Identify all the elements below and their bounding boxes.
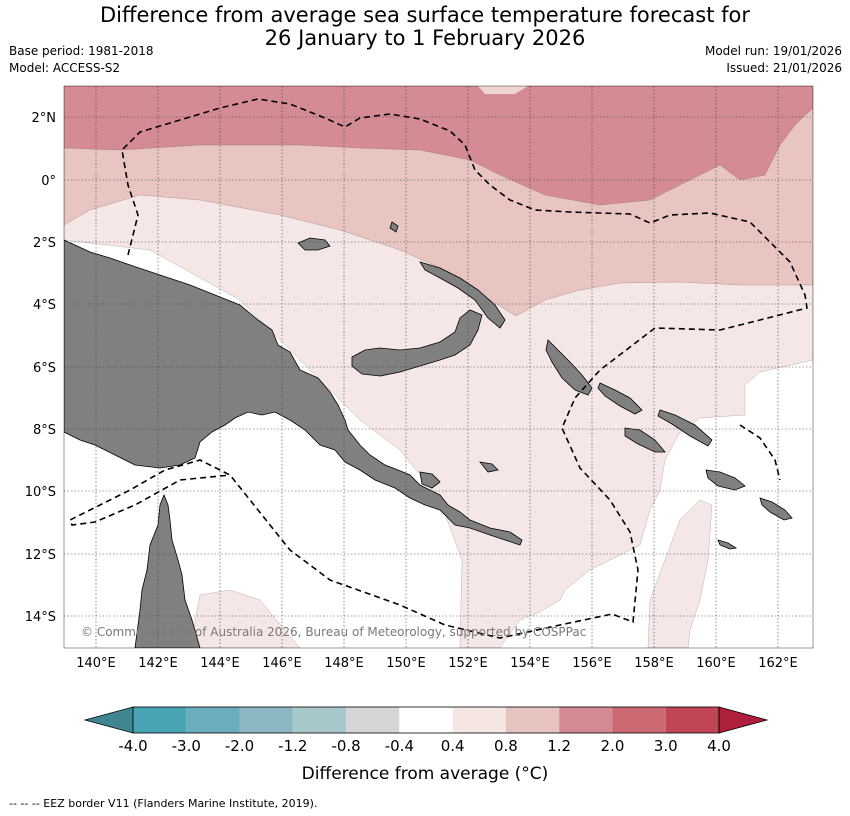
graticule	[64, 86, 813, 648]
copyright-notice: © Commonwealth of Australia 2026, Bureau…	[81, 625, 587, 639]
colorbar-segment	[505, 707, 560, 733]
guadalcanal	[624, 427, 666, 453]
eez-legend-footer: -- -- -- EEZ border V11 (Flanders Marine…	[9, 797, 318, 810]
lon-label-146e: 146°E	[262, 656, 302, 671]
rennell-island	[717, 539, 738, 550]
colorbar-tick-label: -3.0	[171, 737, 201, 755]
latitude-labels: 2°N 0° 2°S 4°S 6°S 8°S 10°S 12°S 14°S	[25, 111, 56, 625]
title-line-1: Difference from average sea surface temp…	[100, 3, 750, 27]
colorbar	[83, 706, 769, 734]
new-hanover	[389, 221, 399, 233]
colorbar-tick-label: 2.0	[600, 737, 625, 755]
lat-label-6s: 6°S	[33, 361, 56, 376]
anomaly-zone-0.4-0.8-south	[647, 499, 713, 648]
colorbar-frame	[132, 706, 720, 734]
lat-label-2n: 2°N	[32, 111, 57, 126]
longitude-labels: 140°E 142°E 144°E 146°E 148°E 150°E 152°…	[76, 656, 798, 671]
colorbar-segment	[559, 707, 613, 733]
colorbar-tick-label: 0.8	[493, 737, 518, 755]
colorbar-tick-label: -2.0	[224, 737, 255, 755]
meta-left: Base period: 1981-2018 Model: ACCESS-S2	[9, 43, 154, 77]
colorbar-tick-label: 0.4	[440, 737, 465, 755]
lon-label-162e: 162°E	[758, 656, 798, 671]
manus-island	[297, 237, 331, 251]
colorbar-segment	[133, 707, 187, 733]
title-line-2: 26 January to 1 February 2026	[264, 26, 586, 50]
colorbar-title: Difference from average (°C)	[301, 764, 549, 784]
colorbar-tick-label: 3.0	[653, 737, 678, 755]
lat-label-4s: 4°S	[33, 298, 56, 313]
anomaly-zone-0.4-0.8-coast	[189, 589, 301, 648]
bougainville	[545, 339, 593, 396]
land-masses	[64, 221, 793, 648]
meta-right: Model run: 19/01/2026 Issued: 21/01/2026	[705, 43, 842, 77]
colorbar-extend-low	[83, 706, 134, 734]
lon-label-152e: 152°E	[448, 656, 488, 671]
colorbar-tick-label: -4.0	[118, 737, 148, 755]
colorbar-segment	[346, 707, 400, 733]
lat-label-8s: 8°S	[33, 423, 56, 438]
colorbar-segment	[186, 707, 240, 733]
lon-label-154e: 154°E	[510, 656, 550, 671]
model-run: Model run: 19/01/2026	[704, 44, 842, 58]
colorbar-segment	[612, 707, 666, 733]
new-ireland	[419, 261, 506, 329]
colorbar-segment	[665, 707, 719, 733]
lon-label-148e: 148°E	[324, 656, 364, 671]
new-britain	[351, 309, 483, 377]
lat-label-14s: 14°S	[25, 610, 56, 625]
lon-label-150e: 150°E	[386, 656, 426, 671]
colorbar-segment	[452, 707, 506, 733]
lon-label-156e: 156°E	[572, 656, 612, 671]
colorbar-segment	[239, 707, 293, 733]
lon-label-158e: 158°E	[634, 656, 674, 671]
santa-isabel	[597, 382, 643, 415]
colorbar-extend-high	[718, 706, 769, 734]
colorbar-tick-label: -1.2	[278, 737, 308, 755]
new-guinea	[64, 239, 523, 546]
malaita	[657, 409, 713, 447]
colorbar-tick-label: 4.0	[707, 737, 731, 755]
model-name: Model: ACCESS-S2	[9, 61, 121, 75]
anomaly-zone-1.2-2.0-notch	[478, 86, 528, 94]
lat-label-0: 0°	[41, 174, 56, 189]
colorbar-segment	[399, 707, 453, 733]
colorbar-tick-label: -0.8	[331, 737, 361, 755]
lon-label-142e: 142°E	[138, 656, 178, 671]
map-title: Difference from average sea surface temp…	[0, 4, 850, 50]
colorbar-tick-label: -0.4	[384, 737, 414, 755]
lat-label-10s: 10°S	[25, 485, 56, 500]
anomaly-zone-1.2-2.0	[64, 86, 813, 206]
lat-label-12s: 12°S	[25, 548, 56, 563]
lon-label-144e: 144°E	[200, 656, 240, 671]
map-frame	[63, 85, 814, 649]
issued-date: Issued: 21/01/2026	[726, 61, 842, 75]
eez-border	[68, 98, 808, 639]
cape-york-peninsula	[134, 493, 201, 648]
lon-label-140e: 140°E	[76, 656, 116, 671]
woodlark-island	[479, 461, 499, 473]
vanuatu-espiritu	[759, 497, 793, 521]
lon-label-160e: 160°E	[696, 656, 736, 671]
dentrecasteaux-islands	[419, 471, 441, 489]
base-period: Base period: 1981-2018	[9, 44, 154, 58]
colorbar-segment	[292, 707, 347, 733]
map-area	[64, 86, 813, 648]
lat-label-2s: 2°S	[33, 236, 56, 251]
colorbar-tick-label: 1.2	[547, 737, 572, 755]
